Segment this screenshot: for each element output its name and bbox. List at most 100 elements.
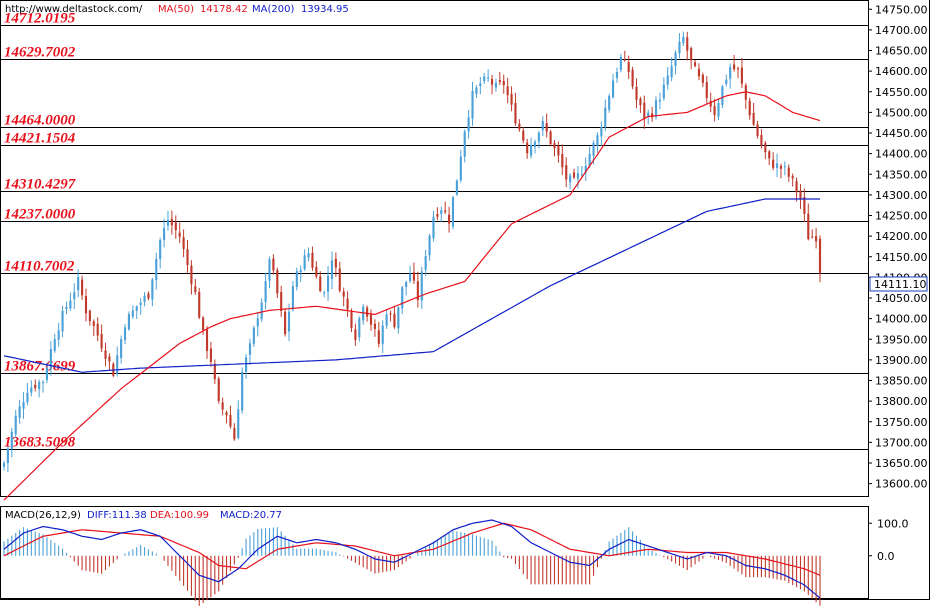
price-tick-label: 13650.00 xyxy=(875,457,928,470)
candle xyxy=(213,359,216,385)
candle xyxy=(440,206,443,222)
ma200-line xyxy=(3,198,820,373)
candle xyxy=(600,121,603,146)
candle xyxy=(701,72,704,87)
candle xyxy=(506,77,509,104)
candle xyxy=(557,141,560,163)
candle xyxy=(127,311,131,331)
candle xyxy=(45,362,49,384)
candle xyxy=(467,109,470,139)
price-tick-label: 14700.00 xyxy=(875,24,928,37)
candle xyxy=(26,382,29,406)
candle xyxy=(740,58,743,89)
candle xyxy=(401,285,404,315)
candle xyxy=(729,63,732,89)
candle xyxy=(635,78,638,109)
level-label: 14464.0000 xyxy=(4,113,76,129)
candle xyxy=(377,321,380,348)
candle xyxy=(299,265,302,283)
candle xyxy=(358,316,361,342)
price-tick-label: 13750.00 xyxy=(875,416,928,429)
candle xyxy=(471,81,474,126)
candle xyxy=(627,55,630,80)
price-tick-label: 14550.00 xyxy=(875,86,928,99)
candle xyxy=(319,271,322,293)
candle xyxy=(678,33,681,59)
candle xyxy=(483,73,486,85)
price-tick-label: 14300.00 xyxy=(875,189,928,202)
candle xyxy=(65,301,68,315)
candle xyxy=(475,85,478,99)
candle xyxy=(775,153,779,178)
ma50-line xyxy=(3,91,821,501)
candle xyxy=(326,266,330,301)
candle xyxy=(182,229,185,258)
candle xyxy=(41,380,45,393)
candle xyxy=(631,66,634,90)
ma50-value: 14178.42 xyxy=(200,4,248,15)
candle xyxy=(268,256,271,289)
macd-axis: 100.0 0.0 xyxy=(868,517,909,563)
candle xyxy=(291,280,294,312)
candle xyxy=(612,73,615,99)
candle xyxy=(166,210,170,231)
candle xyxy=(596,132,599,153)
macd-tick-label: 0.0 xyxy=(877,550,895,563)
price-tick-label: 13950.00 xyxy=(875,333,928,346)
candle xyxy=(190,260,193,295)
candle xyxy=(155,252,158,290)
candle xyxy=(651,106,654,122)
last-price-badge: 14111.10 xyxy=(869,276,928,292)
candle xyxy=(721,84,724,109)
candle xyxy=(463,129,466,163)
candle xyxy=(88,309,91,326)
candle xyxy=(736,66,740,79)
price-tick-label: 14400.00 xyxy=(875,148,928,161)
candle xyxy=(38,379,41,398)
candle xyxy=(658,92,661,110)
candle xyxy=(604,99,607,132)
candle xyxy=(217,376,220,404)
candle xyxy=(30,380,33,397)
candle xyxy=(768,150,771,166)
level-label: 14629.7002 xyxy=(4,45,76,61)
candle xyxy=(807,203,810,241)
level-lines: 14712.0195 14629.7002 14464.0000 14421.1504… xyxy=(0,11,868,451)
candle xyxy=(526,138,529,159)
candle xyxy=(77,268,80,298)
candle xyxy=(323,290,326,298)
diff-label: DIFF:111.38 xyxy=(87,510,147,521)
candle xyxy=(225,410,228,424)
candle xyxy=(209,341,212,367)
candle xyxy=(697,63,701,81)
candle xyxy=(163,218,166,248)
candle xyxy=(260,298,263,322)
candle xyxy=(569,173,572,190)
price-tick-label: 13800.00 xyxy=(875,395,928,408)
candle xyxy=(713,98,716,122)
candle xyxy=(639,96,642,113)
candle xyxy=(143,292,146,307)
candle xyxy=(580,165,583,178)
candle xyxy=(572,168,576,180)
candle xyxy=(104,342,107,367)
candle xyxy=(530,137,533,159)
candle xyxy=(756,120,759,139)
candle xyxy=(811,229,814,239)
macd-label: MACD(26,12,9) xyxy=(5,510,81,521)
candle xyxy=(369,309,373,331)
candle xyxy=(2,460,6,471)
ma50-label: MA(50) xyxy=(158,4,194,15)
candle xyxy=(252,325,255,348)
candle xyxy=(498,71,501,86)
candle xyxy=(49,341,52,376)
candle xyxy=(815,227,818,249)
candle xyxy=(373,319,376,337)
candle xyxy=(787,164,790,182)
candle xyxy=(311,246,314,271)
candle xyxy=(81,275,84,300)
candle xyxy=(565,157,568,188)
level-label: 14310.4297 xyxy=(4,177,76,193)
candle xyxy=(229,405,232,429)
